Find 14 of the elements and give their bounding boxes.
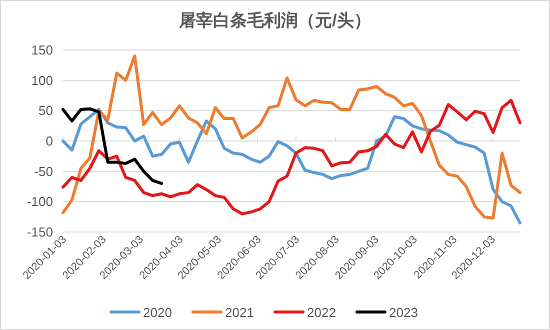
y-tick-label: 100 bbox=[31, 72, 53, 88]
y-tick-label: -150 bbox=[26, 224, 53, 240]
y-tick-label: 50 bbox=[38, 103, 53, 118]
line-series bbox=[62, 107, 164, 185]
legend-label: 2022 bbox=[307, 305, 336, 320]
y-tick-label: 150 bbox=[31, 42, 53, 58]
y-tick-label: 0 bbox=[46, 134, 53, 148]
legend-label: 2020 bbox=[143, 305, 172, 320]
y-tick-label: -50 bbox=[34, 164, 53, 179]
y-tick-label: -100 bbox=[26, 194, 53, 210]
legend-label: 2023 bbox=[389, 305, 418, 320]
legend-label: 2021 bbox=[225, 305, 254, 320]
line-series bbox=[62, 54, 522, 220]
chart-title: 屠宰白条毛利润（元/头） bbox=[178, 11, 371, 30]
